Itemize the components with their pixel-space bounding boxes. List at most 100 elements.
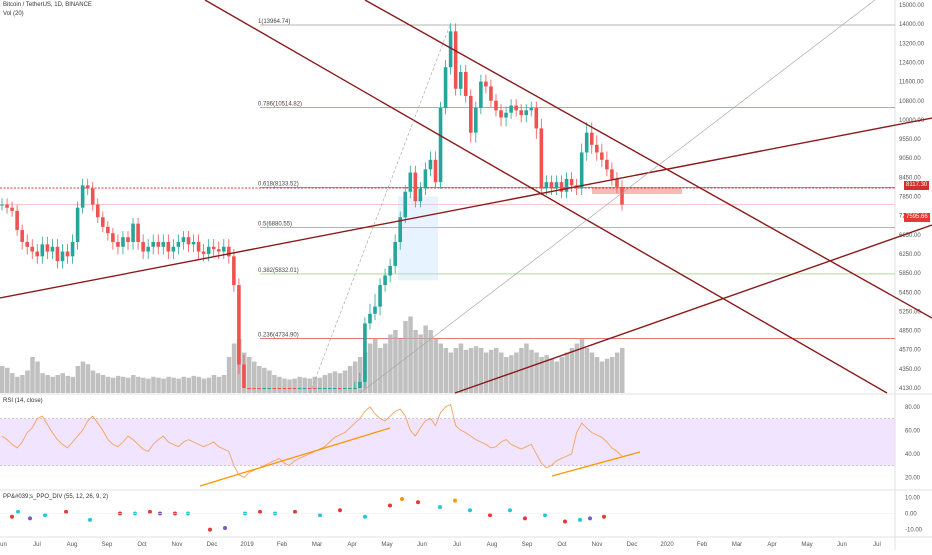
- volume-bar: [75, 366, 81, 393]
- volume-bar: [15, 376, 20, 393]
- candle-body: [615, 178, 619, 187]
- time-axis-tick: Oct: [557, 542, 567, 548]
- volume-bar: [574, 343, 580, 393]
- candle-body: [564, 178, 569, 192]
- volume-bar: [307, 378, 312, 393]
- candle-body: [95, 204, 100, 218]
- volume-bar: [70, 376, 76, 393]
- volume-bar: [246, 357, 252, 393]
- volume-bar: [418, 334, 423, 393]
- candle-body: [605, 159, 609, 170]
- ppo-dot: [258, 509, 262, 514]
- candle-body: [353, 388, 357, 389]
- candle-body: [594, 144, 599, 153]
- candle-body: [70, 241, 75, 257]
- candle-body: [156, 241, 161, 247]
- candle-body: [398, 217, 403, 242]
- price-axis-tick: 9550.00: [899, 137, 921, 143]
- candle-body: [146, 246, 150, 252]
- candle-body: [151, 241, 156, 247]
- volume-bar: [519, 348, 524, 393]
- volume-bar: [509, 355, 514, 393]
- time-axis-tick: Apr: [347, 542, 356, 548]
- candle-body: [363, 323, 367, 382]
- volume-bar: [327, 373, 333, 393]
- volume-bar: [0, 366, 5, 393]
- ppo-dot: [88, 517, 92, 522]
- candle-body: [45, 244, 50, 252]
- candle-body: [569, 178, 574, 186]
- candle-body: [55, 246, 60, 262]
- volume-bar: [468, 348, 474, 393]
- candle-body: [484, 81, 488, 87]
- volume-bar: [65, 375, 71, 393]
- volume-bar: [126, 377, 131, 393]
- volume-bar: [166, 376, 171, 393]
- volume-bar: [287, 379, 292, 393]
- volume-bar: [120, 376, 126, 393]
- candle-body: [176, 241, 181, 247]
- volume-bar: [45, 375, 50, 393]
- volume-bar: [196, 376, 202, 393]
- ppo-dot: [588, 516, 592, 521]
- volume-bar: [95, 373, 101, 393]
- candle-body: [549, 182, 554, 189]
- price-axis-tick: 12400.00: [899, 60, 925, 66]
- candle-body: [50, 246, 55, 252]
- volume-bar: [367, 343, 373, 393]
- volume-bar: [262, 367, 267, 393]
- candle-body: [216, 249, 221, 252]
- candle-body: [90, 188, 95, 205]
- volume-bar: [599, 361, 605, 393]
- volume-bar: [100, 375, 106, 393]
- volume-bar: [35, 361, 40, 393]
- candle-body: [327, 388, 332, 389]
- candle-body: [393, 241, 397, 266]
- price-axis-tick: 15000.00: [899, 3, 925, 9]
- candle-body: [499, 110, 503, 118]
- candle-body: [0, 204, 4, 206]
- volume-bar: [297, 376, 302, 393]
- candle-body: [337, 388, 342, 389]
- price-axis-tick: 5250.00: [899, 309, 921, 315]
- volume-bar: [403, 321, 408, 393]
- volume-bar: [252, 361, 257, 393]
- candle-body: [40, 244, 45, 257]
- volume-bar: [458, 343, 464, 393]
- last-price-tag: 7595.66: [904, 213, 930, 222]
- time-axis-tick: Feb: [697, 542, 708, 548]
- candle-body: [287, 388, 292, 389]
- candle-body: [554, 182, 559, 189]
- volume-bar: [211, 375, 217, 393]
- candle-body: [610, 169, 614, 179]
- volume-bar: [110, 377, 116, 393]
- volume-bar: [292, 378, 297, 393]
- candle-body: [403, 191, 408, 218]
- candle-body: [373, 306, 377, 314]
- time-axis-tick: Aug: [487, 542, 498, 548]
- ppo-dot: [148, 509, 152, 514]
- trendline-descending-upper: [364, 0, 932, 319]
- volume-bar: [90, 370, 96, 393]
- ppo-dot: [438, 505, 442, 510]
- volume-bar: [131, 375, 136, 393]
- trendline-descending-lower: [204, 0, 888, 394]
- ppo-axis-tick: 10.00: [905, 495, 921, 501]
- candle-body: [453, 31, 458, 89]
- ppo-axis-tick: 0.00: [905, 512, 917, 518]
- symbol-title: Bitcoin / TetherUS, 1D, BINANCE: [3, 2, 92, 8]
- volume-bar: [50, 376, 55, 393]
- time-axis-tick: Jun: [837, 542, 847, 548]
- volume-bar: [549, 358, 554, 393]
- ppo-dot: [208, 527, 212, 532]
- volume-bar: [176, 378, 181, 393]
- candle-body: [458, 72, 463, 89]
- price-axis-tick: 7850.00: [899, 195, 921, 201]
- price-axis-tick: 10000.00: [899, 118, 925, 124]
- candle-body: [20, 230, 24, 242]
- candle-body: [126, 237, 130, 242]
- volume-bar: [226, 357, 232, 393]
- volume-bar: [433, 339, 438, 393]
- price-axis-tick: 4850.00: [899, 329, 921, 335]
